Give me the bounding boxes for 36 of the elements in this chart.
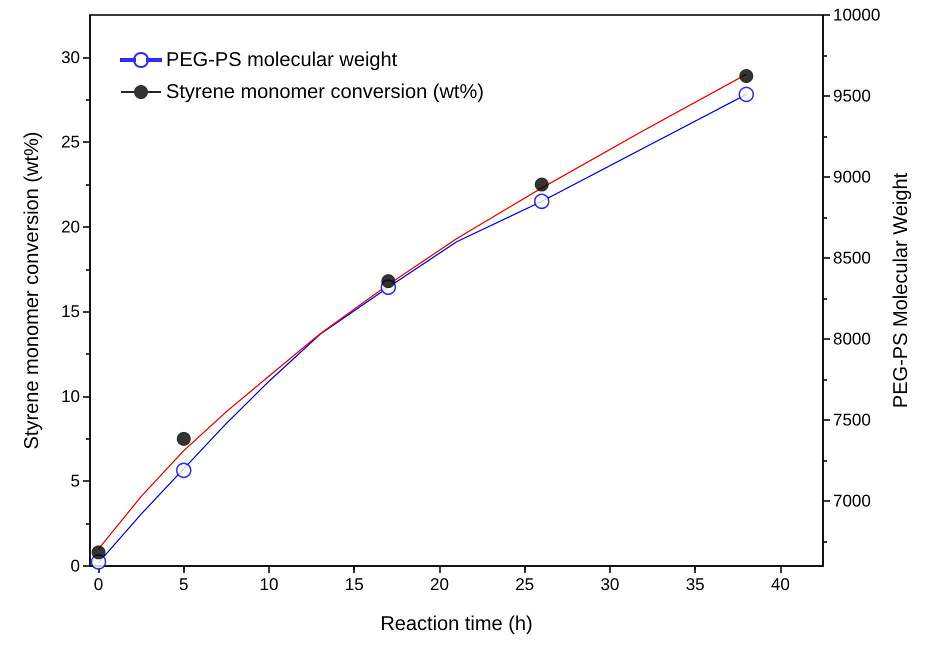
y2-tick-label: 7500 — [833, 410, 871, 430]
y2-tick-label: 7000 — [833, 492, 871, 511]
point — [534, 178, 549, 192]
y2-tick-label: 8500 — [833, 248, 871, 268]
x-tick-label: 0 — [94, 575, 104, 594]
y-tick-label: 25 — [61, 132, 80, 152]
point — [176, 462, 192, 478]
y-tick-label: 5 — [70, 472, 80, 491]
y2-tick-label: 9500 — [833, 86, 871, 106]
x-tick-label: 40 — [770, 575, 790, 594]
y2-tick-label: 8000 — [833, 330, 871, 349]
x-tick-label: 30 — [600, 575, 620, 594]
y-tick-label: 20 — [61, 217, 80, 236]
x-tick-label: 15 — [344, 575, 364, 594]
x-tick-label: 20 — [430, 575, 449, 594]
y-tick-label: 15 — [61, 302, 80, 322]
y2-axis-title: PEG-PS Molecular Weight — [890, 172, 912, 408]
x-tick-label: 5 — [179, 575, 188, 594]
x-axis-title: Reaction time (h) — [380, 613, 533, 635]
point — [534, 194, 550, 210]
point — [739, 69, 754, 84]
x-tick-label: 10 — [260, 575, 278, 594]
point — [738, 86, 754, 102]
y-axis-title: Styrene monomer conversion (wt%) — [21, 132, 43, 450]
point — [176, 432, 191, 446]
x-tick-label: 35 — [686, 575, 705, 594]
y2-tick-label: 9000 — [833, 168, 871, 187]
y-tick-label: 10 — [61, 386, 80, 406]
legend-label: Styrene monomer conversion (wt%) — [166, 81, 484, 103]
y-tick-label: 0 — [70, 556, 80, 576]
x-tick-label: 25 — [515, 575, 534, 594]
legend-label: PEG-PS molecular weight — [166, 49, 398, 71]
y2-tick-label: 10000 — [833, 6, 880, 24]
point — [92, 545, 106, 560]
y-tick-label: 30 — [61, 48, 80, 67]
point — [381, 274, 396, 288]
